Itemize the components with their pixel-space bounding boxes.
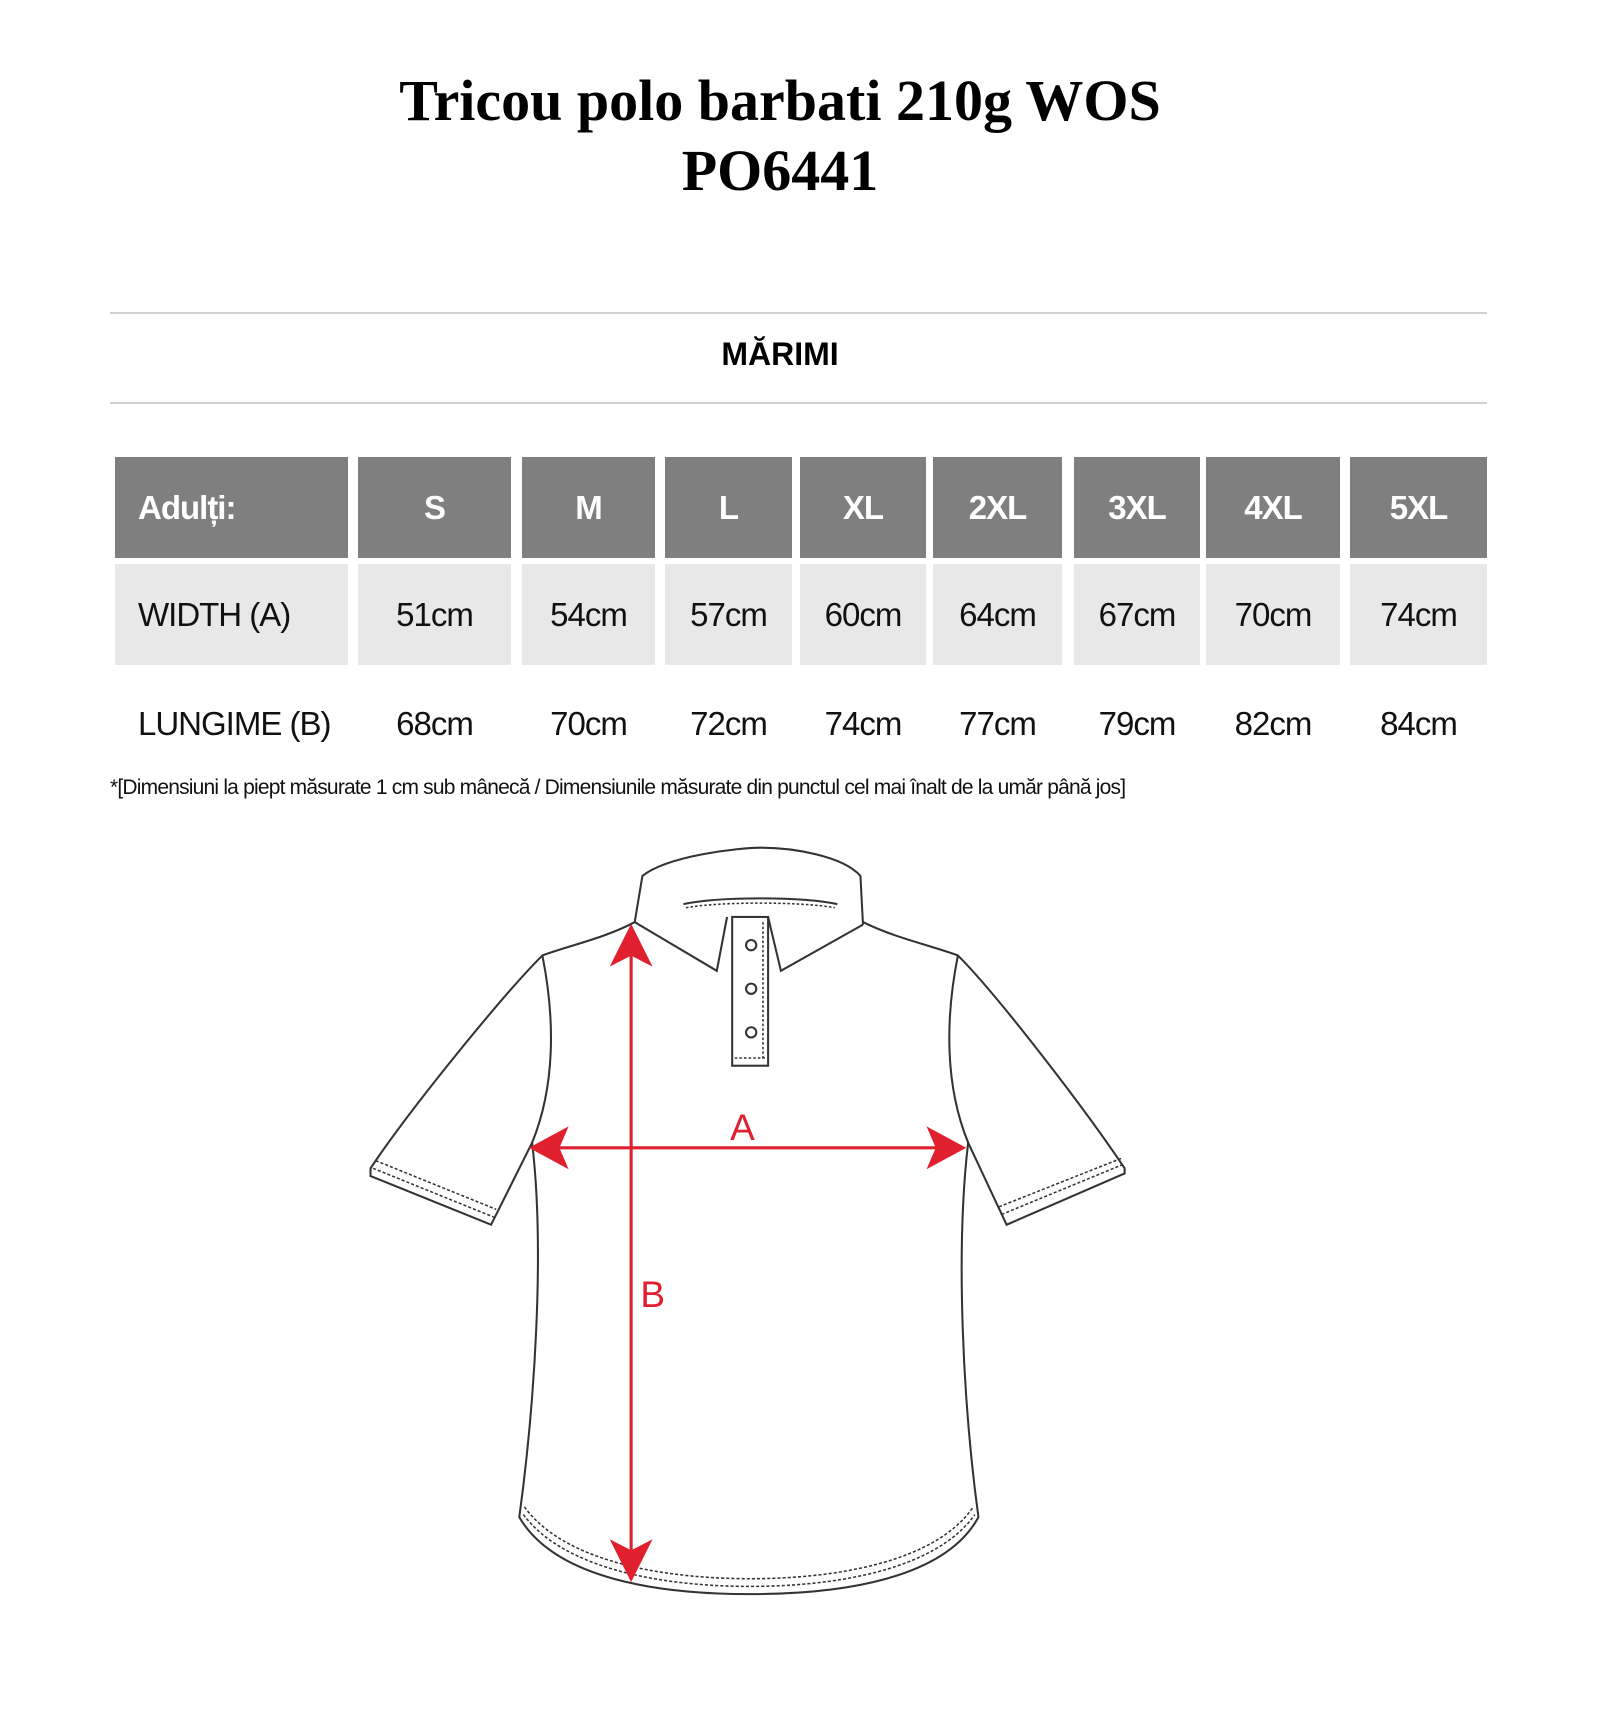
table-cell: 72cm (690, 704, 768, 742)
width-arrow-left-head (528, 1126, 569, 1170)
label-b: B (640, 1274, 665, 1315)
divider-bottom (110, 402, 1487, 404)
size-header-m: M (522, 457, 655, 558)
shirt-outline (369, 921, 1126, 1596)
table-cell: 68cm (396, 704, 474, 742)
table-cell: 74cm (1350, 564, 1487, 665)
table-cell: 64cm (933, 564, 1062, 665)
size-header-3xl: 3XL (1074, 457, 1200, 558)
row-label: WIDTH (A) (115, 564, 348, 665)
divider-top (110, 312, 1487, 314)
table-cell: 82cm (1234, 704, 1313, 742)
label-a: A (730, 1107, 755, 1148)
table-cell: 84cm (1380, 704, 1458, 742)
product-title-line1: Tricou polo barbati 210g WOS (399, 68, 1161, 133)
table-cell: 77cm (959, 704, 1037, 742)
footnote: *[Dimensiuni la piept măsurate 1 cm sub … (110, 776, 1126, 799)
size-header-l: L (665, 457, 792, 558)
shirt-collar (633, 846, 865, 973)
table-cell: 70cm (550, 704, 628, 742)
button-icon (745, 982, 758, 995)
table-cell: 79cm (1098, 704, 1177, 742)
button-icon (745, 939, 758, 952)
size-header-s: S (358, 457, 511, 558)
table-cell: 74cm (824, 704, 903, 742)
table-cell: 54cm (522, 564, 655, 665)
header-label: Adulți: (115, 457, 348, 558)
shirt-placket (731, 915, 770, 1067)
length-arrow-top-head (609, 923, 653, 967)
size-header-xl: XL (800, 457, 926, 558)
width-arrow-right-head (926, 1126, 967, 1170)
button-icon (745, 1026, 758, 1039)
table-cell: 51cm (358, 564, 511, 665)
size-header-4xl: 4XL (1206, 457, 1340, 558)
length-arrow-bottom-head (609, 1539, 653, 1583)
table-cell: 67cm (1074, 564, 1200, 665)
size-header-5xl: 5XL (1350, 457, 1487, 558)
table-cell: 70cm (1206, 564, 1340, 665)
table-cell: 60cm (800, 564, 926, 665)
table-cell: 57cm (665, 564, 792, 665)
section-title: MĂRIMI (721, 336, 839, 372)
size-header-2xl: 2XL (933, 457, 1062, 558)
row-label: LUNGIME (B) (138, 704, 332, 742)
product-title-line2: PO6441 (681, 138, 879, 203)
